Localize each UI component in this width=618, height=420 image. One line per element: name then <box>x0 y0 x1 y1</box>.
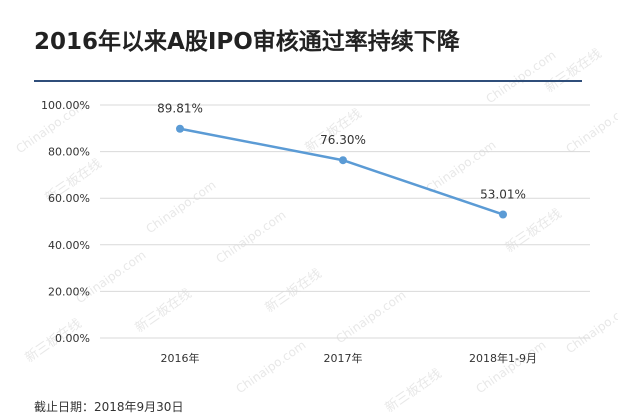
x-tick-label: 2018年1-9月 <box>469 351 537 365</box>
data-label: 89.81% <box>157 102 203 116</box>
y-tick-label: 100.00% <box>41 99 90 112</box>
data-point <box>499 210 507 219</box>
x-tick-label: 2017年 <box>324 351 363 365</box>
data-label: 76.30% <box>320 133 366 147</box>
chart-title: 2016年以来A股IPO审核通过率持续下降 <box>34 29 460 55</box>
x-tick-label: 2016年 <box>161 351 200 365</box>
y-tick-label: 0.00% <box>55 332 90 345</box>
y-tick-label: 80.00% <box>48 146 90 159</box>
y-tick-label: 40.00% <box>48 239 90 252</box>
data-point <box>176 124 184 133</box>
data-point <box>339 156 347 165</box>
y-tick-label: 20.00% <box>48 285 90 298</box>
y-tick-label: 60.00% <box>48 192 90 205</box>
title-divider <box>34 80 582 82</box>
footnote-date: 截止日期：2018年9月30日 <box>34 400 184 414</box>
data-label: 53.01% <box>480 187 526 201</box>
